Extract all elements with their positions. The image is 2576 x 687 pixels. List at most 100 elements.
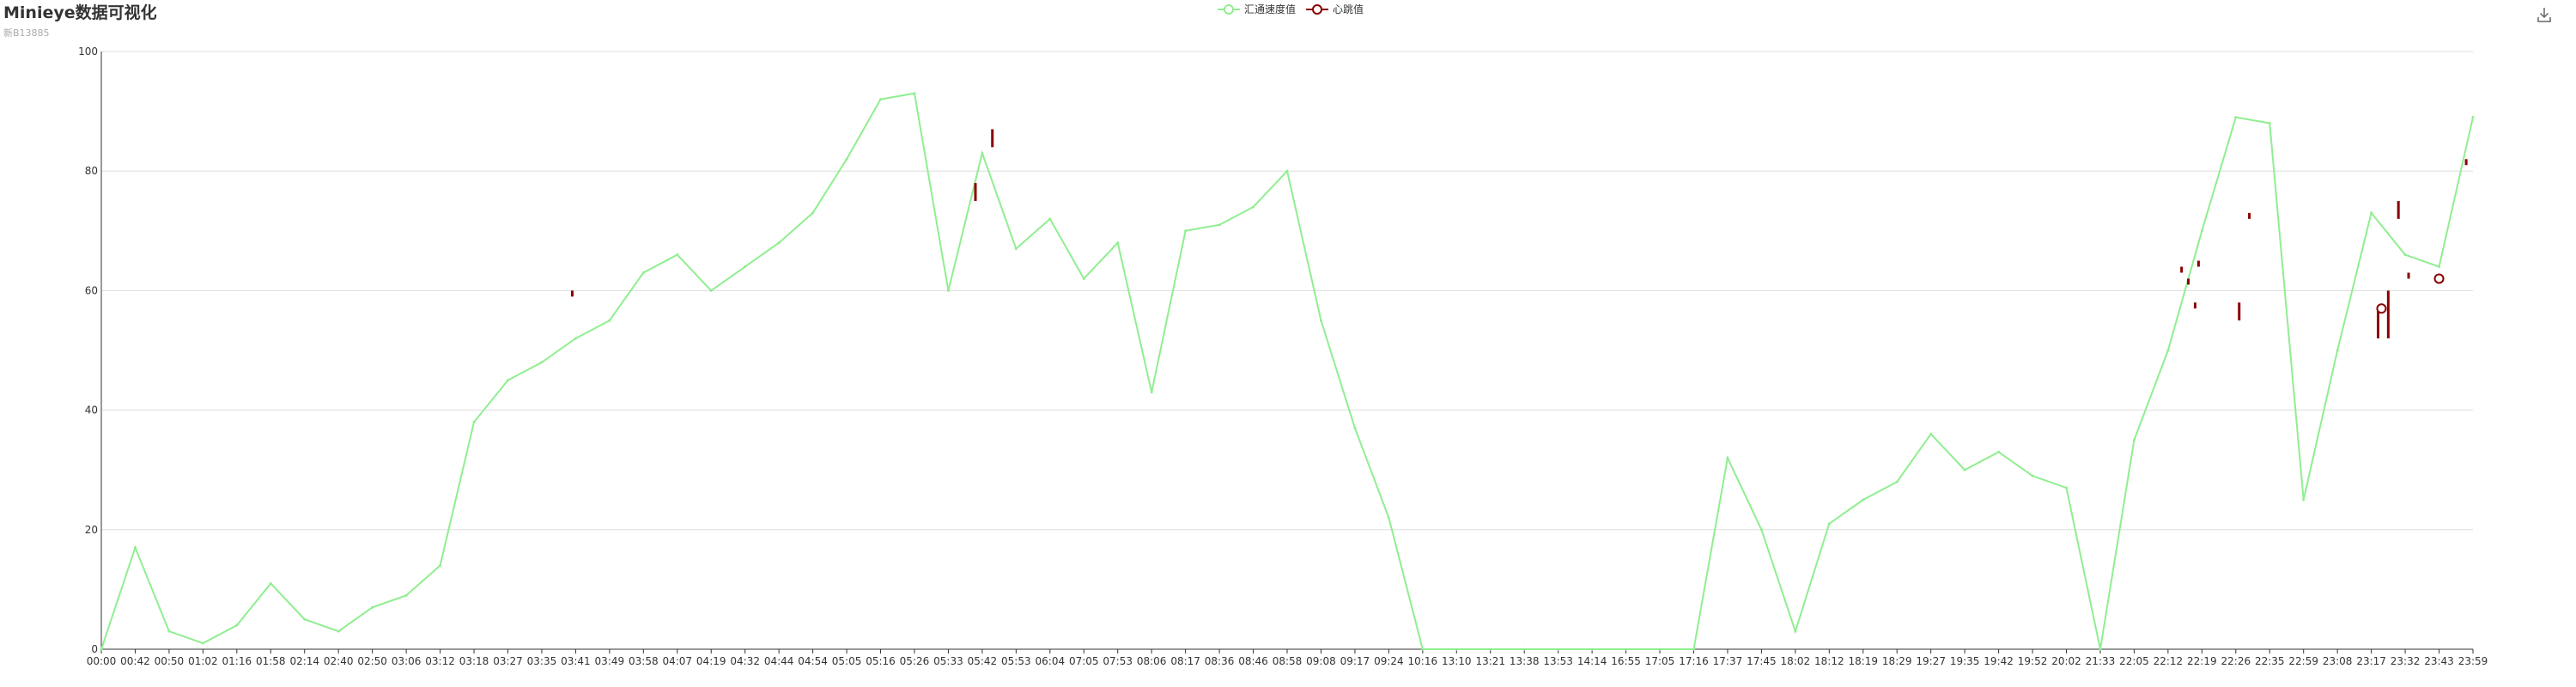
speed-data-point [1522, 647, 1526, 651]
x-tick-label: 08:06 [1137, 655, 1167, 667]
x-tick-label: 09:17 [1340, 655, 1370, 667]
speed-data-point [1285, 169, 1289, 173]
speed-data-point [2099, 647, 2102, 651]
x-tick-label: 17:37 [1713, 655, 1743, 667]
x-tick-label: 08:46 [1238, 655, 1268, 667]
speed-data-point [2302, 498, 2306, 502]
x-tick-label: 07:53 [1103, 655, 1133, 667]
x-tick-label: 17:05 [1645, 655, 1675, 667]
x-tick-label: 23:43 [2424, 655, 2454, 667]
x-tick-label: 01:16 [222, 655, 252, 667]
speed-data-point [1794, 629, 1797, 633]
speed-data-point [2336, 349, 2339, 352]
x-tick-label: 20:02 [2051, 655, 2081, 667]
legend-item-speed[interactable]: 汇通速度值 [1218, 2, 1296, 16]
speed-data-point [641, 271, 645, 275]
x-tick-label: 22:35 [2255, 655, 2285, 667]
y-tick-label: 100 [78, 46, 98, 58]
speed-data-point [303, 617, 307, 621]
x-tick-label: 13:53 [1543, 655, 1573, 667]
x-tick-label: 17:16 [1679, 655, 1709, 667]
speed-data-point [540, 361, 544, 364]
speed-data-point [2268, 122, 2271, 125]
x-tick-label: 08:36 [1205, 655, 1235, 667]
x-tick-label: 03:35 [527, 655, 557, 667]
legend-item-heartbeat[interactable]: 心跳值 [1306, 2, 1364, 16]
x-tick-label: 14:14 [1577, 655, 1607, 667]
speed-data-point [709, 289, 713, 292]
x-tick-label: 13:38 [1510, 655, 1540, 667]
speed-data-point [1692, 647, 1695, 651]
speed-data-point [1421, 647, 1425, 651]
x-tick-label: 05:33 [933, 655, 963, 667]
x-tick-label: 19:42 [1984, 655, 2014, 667]
x-tick-label: 09:24 [1374, 655, 1404, 667]
speed-data-point [1489, 647, 1492, 651]
x-tick-label: 05:26 [900, 655, 930, 667]
download-icon[interactable] [2535, 5, 2554, 24]
x-tick-label: 05:16 [866, 655, 896, 667]
speed-data-point [1895, 480, 1899, 483]
x-tick-label: 10:16 [1408, 655, 1438, 667]
speed-data-point [235, 623, 239, 627]
speed-data-point [879, 98, 883, 101]
x-tick-label: 23:17 [2356, 655, 2386, 667]
y-tick-label: 80 [85, 165, 98, 177]
speed-data-point [1082, 277, 1085, 280]
x-tick-label: 01:02 [188, 655, 218, 667]
x-tick-label: 02:50 [357, 655, 387, 667]
x-tick-label: 19:35 [1950, 655, 1980, 667]
heartbeat-marker [2433, 273, 2445, 284]
x-tick-label: 08:58 [1273, 655, 1303, 667]
x-tick-label: 02:14 [289, 655, 319, 667]
x-tick-label: 23:08 [2323, 655, 2353, 667]
speed-data-point [608, 319, 611, 322]
speed-data-point [1048, 217, 1052, 221]
x-tick-label: 03:49 [595, 655, 625, 667]
speed-data-point [133, 546, 137, 550]
speed-data-point [2438, 265, 2441, 269]
speed-data-point [337, 629, 340, 633]
x-tick-label: 04:54 [798, 655, 828, 667]
y-tick-label: 40 [85, 404, 98, 416]
speed-data-point [1759, 528, 1763, 532]
speed-data-point [811, 211, 815, 215]
speed-data-point [1726, 456, 1729, 459]
x-tick-label: 03:12 [425, 655, 455, 667]
speed-data-point [845, 157, 848, 161]
x-tick-label: 23:59 [2458, 655, 2488, 667]
x-tick-label: 13:21 [1475, 655, 1505, 667]
x-tick-label: 17:45 [1747, 655, 1777, 667]
speed-data-point [1963, 468, 1966, 471]
x-tick-label: 05:05 [832, 655, 862, 667]
speed-data-point [1353, 426, 1357, 429]
x-tick-label: 19:52 [2018, 655, 2048, 667]
chart-subtitle: 新B13885 [3, 27, 50, 39]
x-tick-label: 22:26 [2221, 655, 2251, 667]
speed-data-point [676, 253, 679, 257]
speed-data-point [2370, 211, 2373, 215]
x-tick-label: 05:42 [968, 655, 998, 667]
x-tick-label: 00:42 [120, 655, 150, 667]
speed-data-point [506, 379, 509, 382]
x-tick-label: 04:19 [696, 655, 726, 667]
x-tick-label: 00:00 [87, 655, 117, 667]
speed-data-point [2065, 486, 2069, 489]
speed-data-point [777, 241, 781, 245]
x-tick-label: 22:12 [2154, 655, 2184, 667]
speed-data-point [1997, 450, 2001, 453]
speed-data-point [1184, 229, 1188, 233]
speed-data-point [1455, 647, 1458, 651]
x-tick-label: 18:19 [1848, 655, 1878, 667]
speed-data-point [2200, 229, 2203, 233]
x-tick-label: 04:32 [730, 655, 760, 667]
y-tick-label: 20 [85, 524, 98, 536]
speed-data-point [2403, 253, 2407, 257]
x-tick-label: 23:32 [2391, 655, 2421, 667]
x-tick-label: 22:05 [2119, 655, 2149, 667]
x-tick-label: 08:17 [1170, 655, 1200, 667]
legend-label-heartbeat: 心跳值 [1333, 3, 1364, 15]
x-tick-label: 09:08 [1306, 655, 1336, 667]
y-tick-label: 0 [91, 643, 98, 655]
